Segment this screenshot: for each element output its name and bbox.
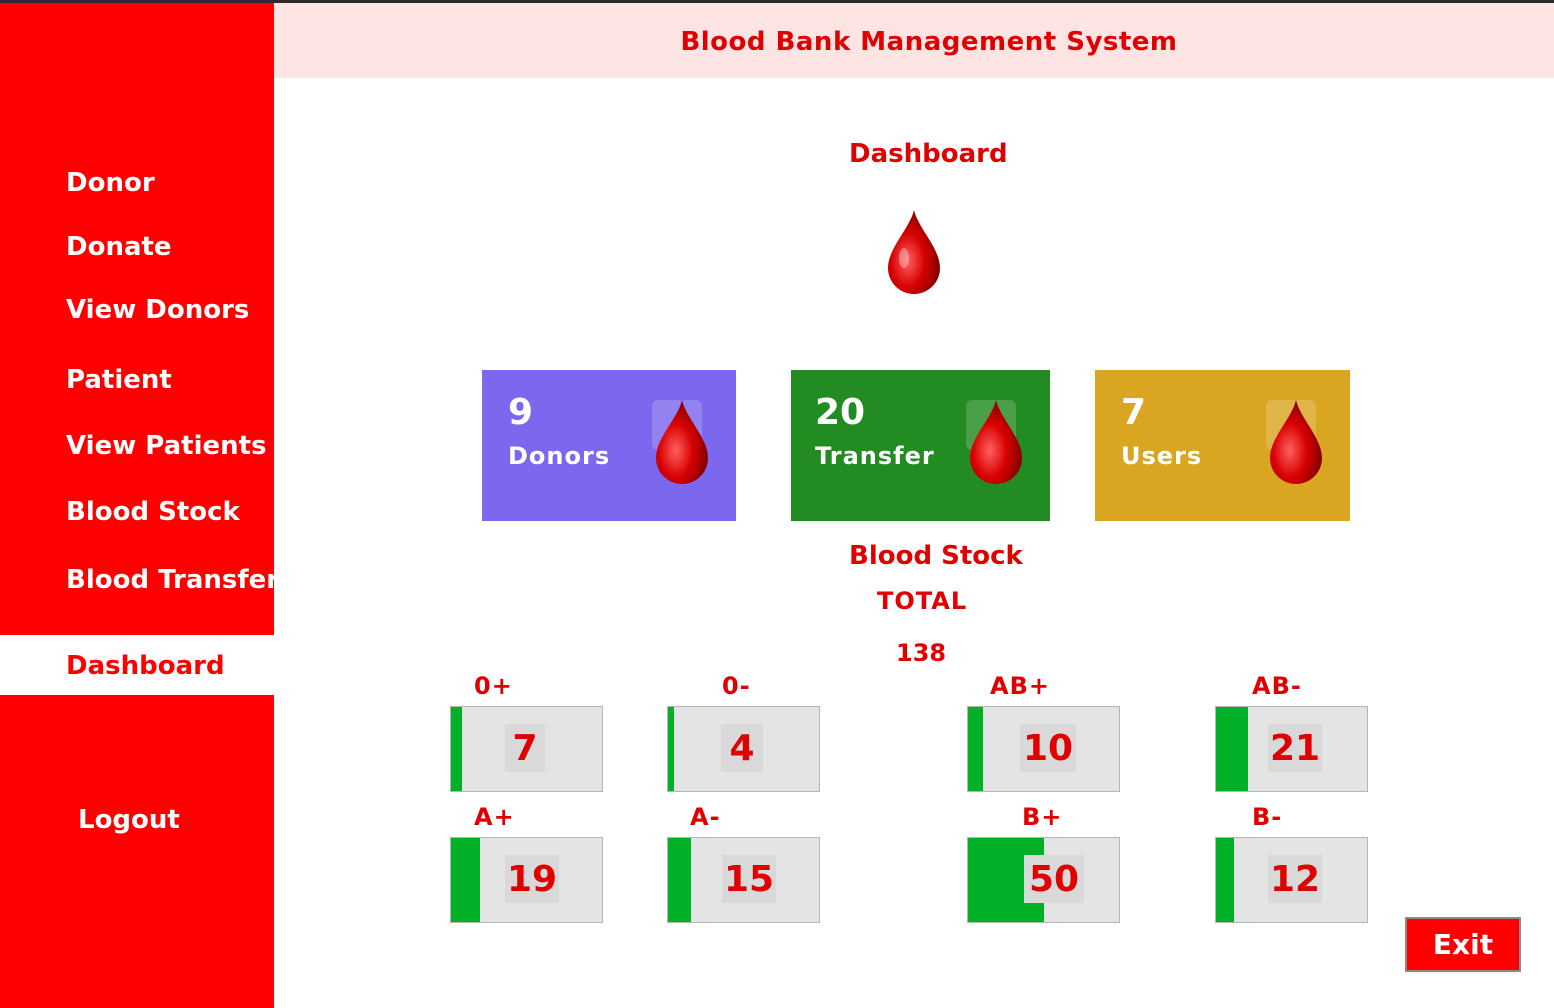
transfer-count: 20 <box>815 392 866 433</box>
stock-value: 10 <box>1020 724 1076 772</box>
stock-level-bar <box>968 707 984 791</box>
exit-button[interactable]: Exit <box>1405 917 1521 972</box>
sidebar-item-blood-stock[interactable]: Blood Stock <box>66 497 240 527</box>
stock-box-ab-neg: 21 <box>1215 706 1368 792</box>
stock-box-ab-pos: 10 <box>967 706 1120 792</box>
stock-value: 4 <box>721 724 763 772</box>
group-label-a-pos: A+ <box>474 803 515 831</box>
group-label-o-neg: 0- <box>722 672 751 700</box>
page-title: Dashboard <box>849 139 1008 169</box>
stock-value: 21 <box>1268 724 1322 772</box>
donors-count: 9 <box>508 392 534 433</box>
stock-level-bar <box>451 707 462 791</box>
sidebar-item-donor[interactable]: Donor <box>66 168 155 198</box>
window-top-border <box>0 0 1554 3</box>
total-label: TOTAL <box>877 587 968 615</box>
blood-drop-icon <box>966 400 1022 484</box>
sidebar-item-view-patients[interactable]: View Patients <box>66 431 267 461</box>
blood-drop-icon <box>888 210 940 294</box>
sidebar-item-dashboard[interactable]: Dashboard <box>0 635 274 695</box>
group-label-b-neg: B- <box>1252 803 1283 831</box>
blood-stock-title: Blood Stock <box>849 541 1023 571</box>
stock-box-a-pos: 19 <box>450 837 603 923</box>
group-label-o-pos: 0+ <box>474 672 513 700</box>
stock-box-b-neg: 12 <box>1215 837 1368 923</box>
sidebar-item-patient[interactable]: Patient <box>66 365 172 395</box>
stock-level-bar <box>1216 707 1248 791</box>
stock-level-bar <box>451 838 480 922</box>
sidebar-item-view-donors[interactable]: View Donors <box>66 295 250 325</box>
stock-value: 7 <box>505 724 545 772</box>
donors-card[interactable]: 9 Donors <box>482 370 736 521</box>
stock-level-bar <box>1216 838 1235 922</box>
group-label-ab-neg: AB- <box>1252 672 1302 700</box>
stock-level-bar <box>668 838 691 922</box>
stock-level-bar <box>668 707 675 791</box>
sidebar-item-blood-transfert[interactable]: Blood Transfert <box>66 565 274 595</box>
sidebar-item-donate[interactable]: Donate <box>66 232 172 262</box>
app-title: Blood Bank Management System <box>680 27 1178 57</box>
stock-box-a-neg: 15 <box>667 837 820 923</box>
group-label-ab-pos: AB+ <box>990 672 1050 700</box>
sidebar-item-dashboard-label: Dashboard <box>66 651 225 681</box>
stock-value: 12 <box>1268 855 1322 903</box>
sidebar: Donor Donate View Donors Patient View Pa… <box>0 3 274 1008</box>
users-count: 7 <box>1121 392 1147 433</box>
stock-box-b-pos: 50 <box>967 837 1120 923</box>
stock-value: 15 <box>722 855 776 903</box>
donors-label: Donors <box>508 442 611 470</box>
stock-box-o-neg: 4 <box>667 706 820 792</box>
transfer-label: Transfer <box>815 442 935 470</box>
users-label: Users <box>1121 442 1203 470</box>
logout-button[interactable]: Logout <box>78 805 180 835</box>
total-value: 138 <box>896 639 947 667</box>
stock-value: 50 <box>1024 855 1084 903</box>
group-label-b-pos: B+ <box>1022 803 1063 831</box>
group-label-a-neg: A- <box>690 803 721 831</box>
users-card[interactable]: 7 Users <box>1095 370 1350 521</box>
transfer-card[interactable]: 20 Transfer <box>791 370 1050 521</box>
blood-drop-icon <box>1266 400 1322 484</box>
header: Blood Bank Management System <box>274 3 1554 78</box>
blood-drop-icon <box>652 400 708 484</box>
stock-box-o-pos: 7 <box>450 706 603 792</box>
stock-value: 19 <box>505 855 559 903</box>
